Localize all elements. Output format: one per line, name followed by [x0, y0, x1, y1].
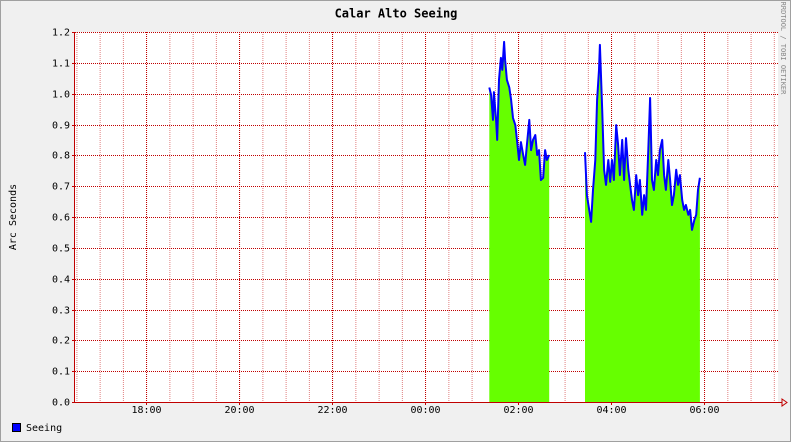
- y-tick-label: 0.2: [52, 336, 70, 347]
- y-tick-label: 0.4: [52, 275, 70, 286]
- y-tick-label: 0.3: [52, 306, 70, 317]
- watermark: RRDTOOL / TOBI OETIKER: [779, 2, 787, 96]
- line: [488, 40, 551, 181]
- y-tick-label: 0.9: [52, 121, 70, 132]
- area: [585, 44, 700, 403]
- legend-swatch: [12, 423, 21, 432]
- y-axis-label: Arc Seconds: [8, 184, 19, 250]
- line: [584, 43, 701, 231]
- y-tick-label: 1.2: [52, 28, 70, 39]
- x-axis-arrow: [781, 398, 788, 407]
- y-tick-label: 1.0: [52, 90, 70, 101]
- y-tick-label: 0.0: [52, 398, 70, 409]
- area: [489, 41, 550, 403]
- legend-label: Seeing: [26, 423, 62, 434]
- y-tick-label: 0.7: [52, 182, 70, 193]
- x-tick-label: 02:00: [503, 405, 533, 416]
- y-tick-label: 1.1: [52, 59, 70, 70]
- x-tick-label: 20:00: [224, 405, 254, 416]
- chart-title: Calar Alto Seeing: [335, 7, 458, 21]
- y-tick-label: 0.6: [52, 213, 70, 224]
- x-tick-label: 04:00: [596, 405, 626, 416]
- y-tick-label: 0.5: [52, 244, 70, 255]
- x-tick-label: 18:00: [131, 405, 161, 416]
- y-tick-label: 0.1: [52, 367, 70, 378]
- y-tick-label: 0.8: [52, 151, 70, 162]
- x-tick-label: 22:00: [317, 405, 347, 416]
- x-tick-label: 00:00: [410, 405, 440, 416]
- x-tick-label: 06:00: [689, 405, 719, 416]
